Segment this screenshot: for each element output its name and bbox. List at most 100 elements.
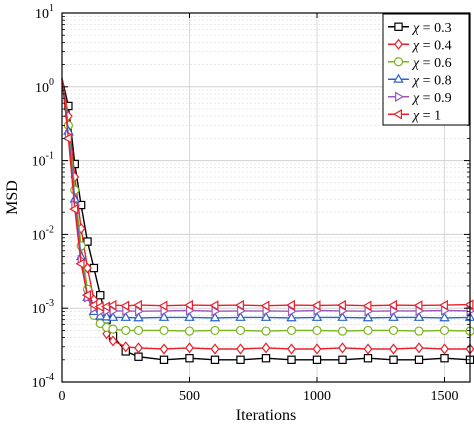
data-point: χ = 1: 125, 0.0011: [88, 299, 98, 311]
data-point: χ = 1: 600, 0.00109: [209, 300, 219, 311]
data-point: χ = 0.6: 1400, 0.00049: [414, 326, 424, 336]
data-point: χ = 0.8: 1400, 0.00075: [413, 311, 425, 321]
plot-frame: [61, 12, 471, 383]
series-group: χ = 0.3: 25, 0.55χ = 0.3: 50, 0.09χ = 0.…: [61, 78, 474, 364]
data-point: χ = 0.4: 400, 0.00028: [159, 343, 169, 355]
data-point: χ = 0.3: 600, 0.0002: [210, 355, 220, 364]
legend-item: χ = 0.4: [388, 38, 452, 53]
data-point: χ = 0.8: 900, 0.00074: [286, 312, 297, 322]
y-tick-label: 10-4: [32, 372, 54, 391]
x-axis-label: Iterations: [236, 407, 296, 424]
data-point: χ = 0.6: 500, 0.00049: [184, 326, 195, 336]
data-point: χ = 0.6: 1500, 0.0005: [439, 325, 450, 336]
data-point: χ = 1: 400, 0.00108: [158, 300, 168, 311]
legend-item: χ = 0.9: [388, 91, 452, 106]
data-point: χ = 0.3: 1400, 0.0002: [414, 355, 424, 364]
data-point: χ = 0.4: 100, 0.0035: [83, 262, 92, 274]
series-line: [61, 78, 471, 361]
data-point: χ = 0.6: 800, 0.00049: [261, 326, 271, 336]
data-point: χ = 0.8: 175, 0.00076: [101, 311, 112, 321]
series-5: χ = 1: 25, 0.2 χ = 1: 50, 0.022 χ = 1: 75,…: [61, 78, 474, 312]
x-tick-label: 500: [179, 389, 200, 404]
data-point: χ = 0.8: 500, 0.00075: [184, 311, 195, 321]
data-point: χ = 1: 900, 0.0011: [285, 299, 295, 311]
data-point: χ = 0.4: 1000, 0.00028: [312, 343, 322, 355]
x-tick-label: 1500: [431, 389, 459, 404]
y-tick-label: 10-1: [32, 151, 54, 170]
data-point: χ = 0.8: 1000, 0.00075: [311, 311, 323, 321]
data-point: χ = 0.8: 250, 0.00075: [120, 311, 131, 321]
data-point: χ = 0.4: 1400, 0.00029: [414, 342, 424, 354]
data-point: χ = 0.3: 700, 0.0002: [236, 355, 245, 364]
y-tick-label: 10-3: [32, 298, 54, 317]
legend-label: χ = 1: [411, 108, 441, 123]
legend-box: [382, 13, 470, 126]
data-point: χ = 0.3: 1500, 0.00021: [440, 354, 449, 363]
data-point: χ = 0.9: 600, 0.00091: [211, 305, 221, 317]
data-point: χ = 0.3: 300, 0.00022: [134, 352, 143, 361]
data-point: χ = 0.9: 900, 0.00091: [288, 305, 298, 317]
data-point: χ = 0.3: 1000, 0.0002: [312, 355, 322, 364]
data-point: χ = 0.8: 600, 0.00074: [209, 312, 221, 322]
legend-label: χ = 0.9: [411, 91, 452, 106]
data-point: χ = 0.6: 250, 0.0005: [121, 325, 131, 336]
y-tick-label: 10-2: [32, 224, 54, 243]
legend-marker: [392, 109, 402, 120]
data-point: χ = 0.8: 800, 0.00075: [260, 311, 272, 321]
y-tick-label: 100: [35, 77, 54, 96]
data-point: χ = 0.8: 700, 0.00075: [235, 311, 246, 321]
data-point: χ = 0.4: 250, 0.0003: [121, 341, 131, 353]
data-point: χ = 0.3: 500, 0.00021: [185, 354, 194, 363]
series-3: χ = 0.8: 25, 0.25χ = 0.8: 50, 0.03χ = 0.…: [61, 78, 474, 322]
data-point: χ = 0.3: 900, 0.0002: [287, 355, 296, 364]
data-point: χ = 0.8: 1300, 0.00075: [388, 311, 399, 321]
data-point: χ = 0.6: 300, 0.0005: [133, 325, 144, 336]
data-point: χ = 1: 25, 0.2: [62, 133, 72, 144]
data-point: χ = 0.8: 300, 0.00074: [133, 312, 144, 322]
data-point: χ = 1: 175, 0.00105: [101, 301, 111, 312]
data-point: χ = 0.4: 600, 0.00028: [210, 343, 220, 355]
data-point: χ = 0.6: 1300, 0.0005: [388, 325, 399, 336]
legend-marker: [394, 22, 403, 31]
data-point: χ = 1: 1500, 0.0011: [438, 299, 448, 311]
legend-label: χ = 0.8: [411, 73, 452, 88]
data-point: χ = 0.4: 300, 0.00029: [134, 342, 143, 354]
legend: χ = 0.3 χ = 0.4 χ = 0.6 χ = 0.8 χ = 0.9 χ = 1: [382, 13, 470, 126]
data-point: χ = 1: 700, 0.0011: [234, 299, 244, 311]
data-point: χ = 0.4: 800, 0.00029: [261, 342, 271, 354]
data-point: χ = 1: 300, 0.0011: [132, 299, 142, 311]
data-point: χ = 0.6: 400, 0.0005: [159, 325, 169, 336]
data-point: χ = 0.6: 700, 0.0005: [235, 325, 246, 336]
data-point: χ = 0.4: 900, 0.00028: [287, 343, 296, 355]
data-point: χ = 0.6: 900, 0.0005: [286, 325, 297, 336]
data-point: χ = 0.3: 1200, 0.00021: [363, 354, 373, 363]
data-point: χ = 0.4: 1300, 0.00028: [389, 343, 398, 355]
legend-label: χ = 0.6: [411, 56, 452, 71]
data-point: χ = 0.3: 1300, 0.0002: [389, 355, 398, 364]
data-point: χ = 0.8: 1500, 0.00074: [439, 312, 450, 322]
data-point: χ = 0.6: 1000, 0.0005: [312, 325, 322, 336]
data-point: χ = 0.4: 700, 0.00028: [236, 343, 245, 355]
axis-ticks: 0 500 1000 1500 10-4 10-3 10-2 10-1 100 101: [32, 3, 470, 404]
data-point: χ = 1: 1400, 0.00109: [413, 300, 423, 311]
legend-marker: [393, 57, 404, 67]
data-point: χ = 0.4: 1500, 0.00028: [440, 343, 449, 355]
series-line: [61, 78, 471, 308]
x-tick-label: 1000: [303, 389, 331, 404]
data-point: χ = 1: 1300, 0.0011: [387, 299, 397, 311]
data-point: χ = 0.3: 800, 0.00021: [261, 354, 271, 363]
data-point: χ = 0.4: 500, 0.00029: [185, 342, 194, 354]
data-point: χ = 1: 1000, 0.00109: [311, 300, 321, 311]
data-point: χ = 0.8: 1200, 0.00074: [362, 312, 374, 322]
y-axis-label: MSD: [4, 180, 21, 215]
legend-marker: [394, 38, 403, 50]
data-point: χ = 0.8: 200, 0.00075: [107, 311, 119, 321]
